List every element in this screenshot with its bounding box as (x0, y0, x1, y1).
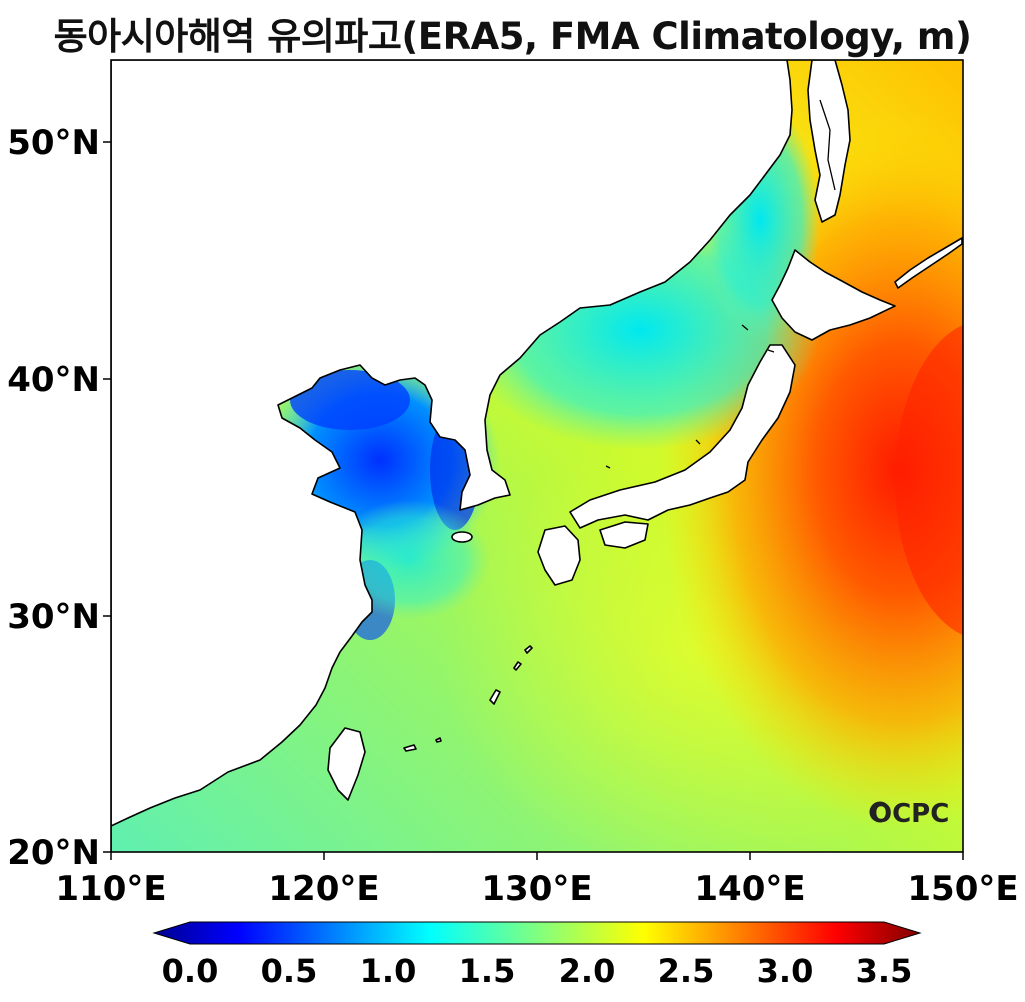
map-title: 동아시아해역 유의파고(ERA5, FMA Climatology, m) (53, 15, 972, 58)
jeju-island (451, 531, 473, 543)
colorbar-tick-label: 3.0 (757, 952, 814, 990)
y-tick-label: 20°N (7, 833, 100, 873)
y-tick-label: 30°N (7, 597, 100, 637)
colorbar-tick-label: 1.5 (459, 952, 516, 990)
ryukyu-islands (403, 645, 533, 752)
x-tick-label: 140°E (694, 869, 805, 909)
y-tick-label: 40°N (7, 360, 100, 400)
y-tick-label: 50°N (7, 123, 100, 163)
colorbar-tick-label: 0.0 (162, 952, 219, 990)
hokkaido-island (771, 249, 896, 341)
shikoku-island (599, 521, 649, 549)
coastline-details (605, 99, 836, 469)
colorbar-bar (152, 921, 922, 945)
x-tick-label: 130°E (481, 869, 592, 909)
asia-mainland (111, 60, 793, 852)
logo-text: OCPC (870, 799, 949, 829)
colorbar-tick-label: 2.0 (559, 952, 616, 990)
colorbar-tick-label: 0.5 (261, 952, 318, 990)
x-tick-label: 150°E (907, 869, 1018, 909)
colorbar-tick-label: 3.5 (856, 952, 913, 990)
axis-tick-marks (103, 141, 964, 860)
honshu-island (569, 344, 796, 529)
ocpc-logo: OCPC (869, 799, 949, 829)
x-axis-labels: 110°E 120°E 130°E 140°E 150°E (55, 869, 1018, 909)
colorbar-tick-label: 1.0 (360, 952, 417, 990)
kuril-islands (894, 237, 963, 289)
x-tick-label: 110°E (55, 869, 166, 909)
taiwan-island (327, 727, 366, 801)
colorbar-tick-label: 2.5 (658, 952, 715, 990)
colorbar: 0.0 0.5 1.0 1.5 2.0 2.5 3.0 3.5 (152, 921, 922, 990)
kyushu-island (537, 525, 581, 586)
y-axis-labels: 20°N 30°N 40°N 50°N (7, 123, 100, 873)
x-tick-label: 120°E (268, 869, 379, 909)
